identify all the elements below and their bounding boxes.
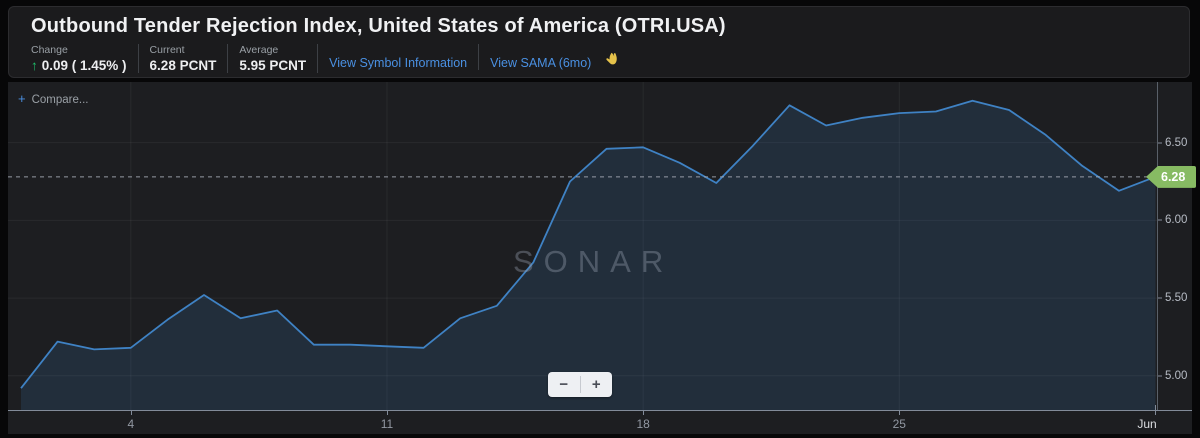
y-axis-tick: [1158, 219, 1162, 221]
x-axis-label: 11: [380, 417, 394, 431]
x-axis-label: 18: [636, 417, 650, 431]
y-axis-label: 6.50: [1165, 136, 1188, 149]
stat-average: Average 5.95 PCNT: [239, 44, 306, 73]
x-axis-label: 4: [127, 417, 135, 431]
area-fill: [21, 100, 1156, 410]
stat-current-value: 6.28 PCNT: [149, 58, 217, 73]
header-card: Outbound Tender Rejection Index, United …: [8, 6, 1190, 78]
sonar-watermark: SONAR: [513, 244, 674, 279]
x-axis-label: 25: [892, 417, 906, 431]
zoom-out-button[interactable]: −: [559, 376, 569, 393]
stat-change-label: Change: [31, 44, 68, 56]
stat-average-value: 5.95 PCNT: [239, 58, 307, 73]
stat-average-label: Average: [239, 44, 279, 56]
chart-panel: SONAR + Compare... − + 6.50 6.00 5.50 5.00 4…: [8, 82, 1196, 434]
divider: [478, 44, 480, 70]
chart-title: Outbound Tender Rejection Index, United …: [31, 15, 726, 37]
y-axis-label: 5.50: [1165, 292, 1188, 305]
divider: [137, 44, 139, 73]
stat-change: Change ↑ 0.09 ( 1.45% ): [31, 44, 127, 73]
view-symbol-information-link[interactable]: View Symbol Information: [329, 56, 468, 70]
divider: [317, 44, 319, 73]
up-arrow-icon: ↑: [31, 58, 38, 73]
y-axis-label: 6.00: [1165, 214, 1188, 227]
x-axis-tick: [899, 411, 901, 415]
zoom-in-button[interactable]: +: [591, 376, 601, 393]
x-axis-tick: [130, 411, 132, 415]
current-price-badge: 6.28: [1146, 165, 1196, 188]
divider: [579, 376, 581, 393]
compare-button[interactable]: + Compare...: [18, 91, 89, 106]
stats-row: Change ↑ 0.09 ( 1.45% ) Current 6.28 PCNT…: [31, 44, 619, 73]
y-axis-tick: [1158, 297, 1162, 299]
x-axis-tick: [643, 411, 645, 415]
stat-current-label: Current: [149, 44, 185, 56]
x-axis-label: Jun: [1137, 417, 1157, 431]
y-axis-label: 5.00: [1165, 369, 1188, 382]
hand-emoji-icon: [604, 52, 619, 72]
y-axis-tick: [1158, 375, 1162, 377]
plus-icon: +: [18, 91, 26, 106]
time-scale-axis[interactable]: 4 11 18 25 Jun: [8, 410, 1192, 434]
zoom-control: − +: [548, 372, 612, 397]
header-links: View Symbol Information View SAMA (6mo): [329, 44, 619, 73]
stat-current: Current 6.28 PCNT: [150, 44, 217, 73]
stat-change-value: ↑ 0.09 ( 1.45% ): [31, 58, 127, 73]
x-axis-tick: [386, 411, 388, 415]
price-chart-plot[interactable]: [8, 82, 1157, 410]
x-axis-tick: [1155, 411, 1156, 415]
price-scale-axis[interactable]: 6.50 6.00 5.50 5.00: [1157, 82, 1192, 410]
y-axis-tick: [1158, 142, 1162, 144]
view-sama-link[interactable]: View SAMA (6mo): [490, 56, 592, 70]
price-line: [20, 99, 1156, 389]
divider: [227, 44, 229, 73]
